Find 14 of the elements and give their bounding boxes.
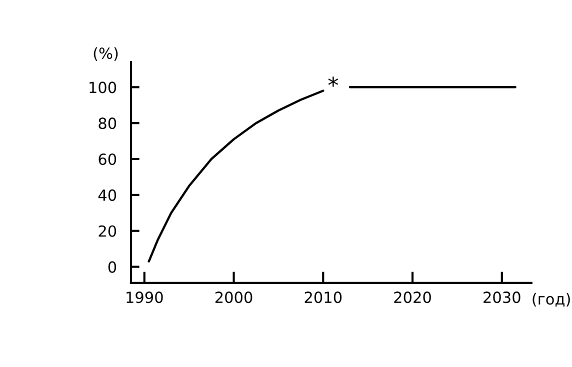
x-tick-label: 2000 xyxy=(215,292,252,304)
y-tick-label: 80 xyxy=(98,118,116,130)
y-tick-label: 60 xyxy=(98,153,116,166)
y-tick-label: 20 xyxy=(98,225,116,237)
x-axis-title: (год) xyxy=(532,292,570,307)
annotation: * xyxy=(328,76,338,87)
y-axis-title: (%) xyxy=(94,47,118,61)
x-tick-label: 1990 xyxy=(126,292,163,304)
x-tick-label: 2020 xyxy=(394,292,431,304)
x-tick-label: 2030 xyxy=(484,292,520,304)
y-tick-label: 0 xyxy=(108,261,116,273)
y-tick-label: 100 xyxy=(90,82,116,94)
y-tick-label: 40 xyxy=(98,189,116,201)
x-tick-label: 2010 xyxy=(304,292,342,304)
